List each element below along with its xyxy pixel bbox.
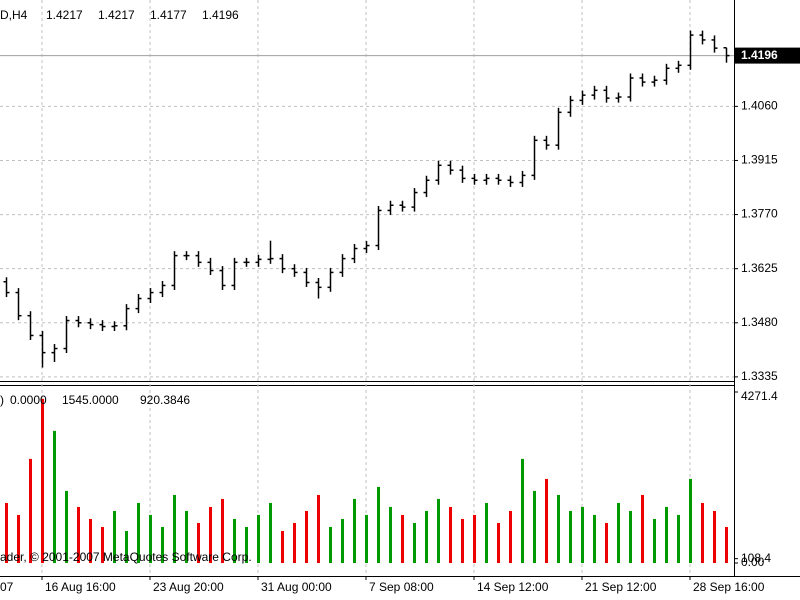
- volume-bar: [401, 514, 404, 563]
- header-value: 1.4177: [150, 8, 187, 22]
- volume-bar: [665, 506, 668, 563]
- y-tick-label: 1.3480: [741, 315, 778, 329]
- y-tick-label: 108.4: [741, 551, 771, 565]
- y-tick-label: 4271.4: [741, 389, 778, 403]
- x-tick-label: 16 Aug 16:00: [45, 580, 116, 594]
- volume-bar: [545, 478, 548, 563]
- volume-bar: [149, 514, 152, 563]
- header-value: 1.4196: [202, 8, 239, 22]
- header-value: 920.3846: [140, 393, 190, 407]
- x-tick-label: 23 Aug 20:00: [153, 580, 224, 594]
- watermark: ader, © 2001-2007 MetaQuotes Software Co…: [0, 550, 252, 564]
- volume-bar: [173, 494, 176, 563]
- volume-bar: [701, 502, 704, 563]
- current-price-box: [735, 47, 800, 64]
- volume-bar: [605, 522, 608, 563]
- volume-bar: [125, 530, 128, 563]
- volume-bar: [221, 498, 224, 563]
- volume-bar: [5, 502, 8, 563]
- x-tick-label: 21 Sep 12:00: [585, 580, 657, 594]
- x-tick-label: 7 Sep 08:00: [369, 580, 434, 594]
- volume-bar: [437, 498, 440, 563]
- volume-bar: [497, 522, 500, 563]
- volume-bar: [317, 494, 320, 563]
- volume-bar: [245, 526, 248, 563]
- header-value: 0.0000: [10, 393, 47, 407]
- volume-bar: [377, 486, 380, 563]
- volume-bar: [341, 518, 344, 563]
- indicator-title: ): [0, 393, 4, 407]
- volume-bar: [677, 514, 680, 563]
- y-tick-label: 1.3770: [741, 207, 778, 221]
- volume-bar: [65, 490, 68, 563]
- volume-bar: [329, 526, 332, 563]
- x-tick-label: 31 Aug 00:00: [261, 580, 332, 594]
- volume-bar: [461, 518, 464, 563]
- volume-bar: [161, 526, 164, 563]
- x-tick-label: 07: [0, 580, 14, 594]
- volume-bar: [713, 510, 716, 563]
- volume-bar: [29, 458, 32, 563]
- volume-bar: [305, 510, 308, 563]
- volume-bar: [353, 498, 356, 563]
- volume-bar: [569, 510, 572, 563]
- volume-bar: [425, 510, 428, 563]
- volume-bar: [593, 514, 596, 563]
- volume-bar: [197, 522, 200, 563]
- volume-bar: [641, 494, 644, 563]
- volume-bar: [725, 526, 728, 563]
- chart-title: D,H4: [0, 8, 28, 22]
- volume-bar: [209, 506, 212, 563]
- volume-bar: [137, 502, 140, 563]
- volume-bar: [389, 506, 392, 563]
- x-tick-label: 14 Sep 12:00: [477, 580, 549, 594]
- volume-bar: [581, 506, 584, 563]
- y-tick-label: 1.3915: [741, 153, 778, 167]
- volume-bar: [473, 514, 476, 563]
- header-value: 1.4217: [98, 8, 135, 22]
- volume-bar: [449, 506, 452, 563]
- volume-bar: [485, 502, 488, 563]
- y-tick-label: 1.4060: [741, 99, 778, 113]
- current-price-label: 1.4196: [741, 48, 778, 62]
- volume-bar: [521, 458, 524, 563]
- y-tick-label: 1.3625: [741, 261, 778, 275]
- volume-bar: [653, 518, 656, 563]
- volume-bar: [185, 510, 188, 563]
- volume-bar: [365, 514, 368, 563]
- volume-bar: [101, 526, 104, 563]
- volume-bar: [281, 530, 284, 563]
- volume-bar: [629, 510, 632, 563]
- volume-bar: [293, 522, 296, 563]
- volume-bar: [509, 510, 512, 563]
- y-tick-label: 1.3335: [741, 369, 778, 383]
- x-tick-label: 28 Sep 16:00: [693, 580, 765, 594]
- header-value: 1.4217: [46, 8, 83, 22]
- volume-bar: [41, 398, 44, 563]
- volume-bar: [89, 518, 92, 563]
- volume-bar: [413, 522, 416, 563]
- header-value: 1545.0000: [62, 393, 119, 407]
- volume-bar: [113, 510, 116, 563]
- volume-bar: [233, 518, 236, 563]
- volume-bar: [257, 514, 260, 563]
- volume-bar: [557, 494, 560, 563]
- volume-bar: [533, 490, 536, 563]
- volume-bar: [17, 514, 20, 563]
- volume-bar: [53, 430, 56, 563]
- volume-bar: [269, 502, 272, 563]
- y-tick-label: 0.00: [741, 555, 765, 569]
- volume-bar: [617, 502, 620, 563]
- volume-bar: [77, 506, 80, 563]
- volume-bar: [689, 478, 692, 563]
